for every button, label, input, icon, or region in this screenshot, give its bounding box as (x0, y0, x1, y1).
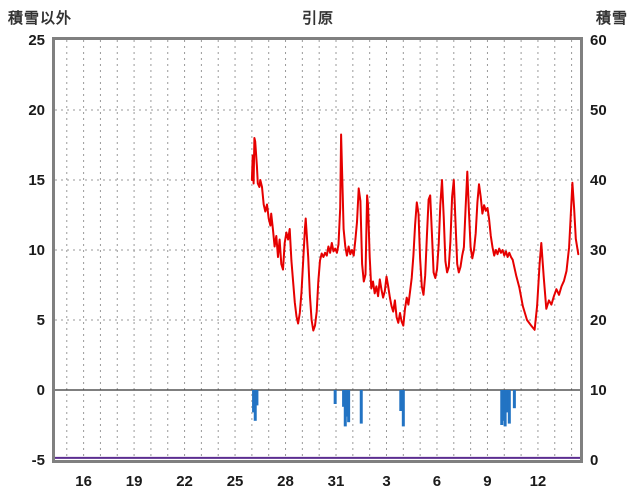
snow-depth-line (250, 133, 580, 332)
x-axis-tick-label: 31 (328, 473, 345, 490)
y-axis-right-tick-label: 60 (590, 32, 607, 49)
y-axis-right-tick-label: 50 (590, 102, 607, 119)
y-axis-left-tick-label: 10 (28, 242, 45, 259)
y-axis-left-tick-label: 0 (37, 382, 45, 399)
x-axis-tick-label: 28 (277, 473, 294, 490)
left-axis-title: 積雪以外 (8, 10, 73, 27)
plot-border (52, 37, 583, 463)
y-axis-left-tick-label: 5 (37, 312, 45, 329)
y-axis-right-tick-label: 10 (590, 382, 607, 399)
x-axis-tick-label: 3 (382, 473, 390, 490)
x-axis-tick-label: 16 (75, 473, 92, 490)
y-axis-right-tick-label: 0 (590, 452, 598, 469)
y-axis-left-tick-label: 25 (28, 32, 45, 49)
x-axis-tick-label: 6 (433, 473, 441, 490)
y-axis-right-tick-label: 20 (590, 312, 607, 329)
chart-title: 引原 (301, 10, 334, 27)
right-axis-title: 積雪 (595, 10, 628, 27)
y-axis-right-tick-label: 30 (590, 242, 607, 259)
x-axis-tick-label: 19 (126, 473, 143, 490)
y-axis-left-tick-label: -5 (32, 452, 45, 469)
y-axis-left-tick-label: 20 (28, 102, 45, 119)
x-axis-tick-label: 12 (530, 473, 547, 490)
x-axis-tick-label: 9 (483, 473, 491, 490)
y-axis-left-tick-label: 15 (28, 172, 45, 189)
x-axis-tick-label: 22 (176, 473, 193, 490)
x-axis-tick-label: 25 (227, 473, 244, 490)
y-axis-right-tick-label: 40 (590, 172, 607, 189)
